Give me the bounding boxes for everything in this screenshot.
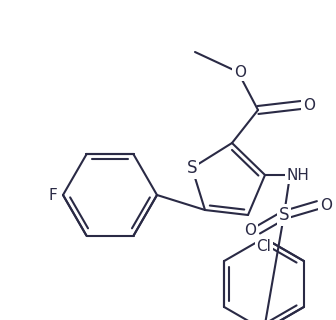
Text: O: O	[234, 65, 246, 79]
Text: Cl: Cl	[257, 238, 271, 253]
Text: O: O	[303, 98, 315, 113]
Text: O: O	[244, 222, 256, 237]
Text: S: S	[279, 206, 289, 224]
Text: F: F	[49, 188, 57, 203]
Text: S: S	[187, 159, 197, 177]
Text: NH: NH	[287, 167, 309, 182]
Text: O: O	[320, 197, 332, 212]
